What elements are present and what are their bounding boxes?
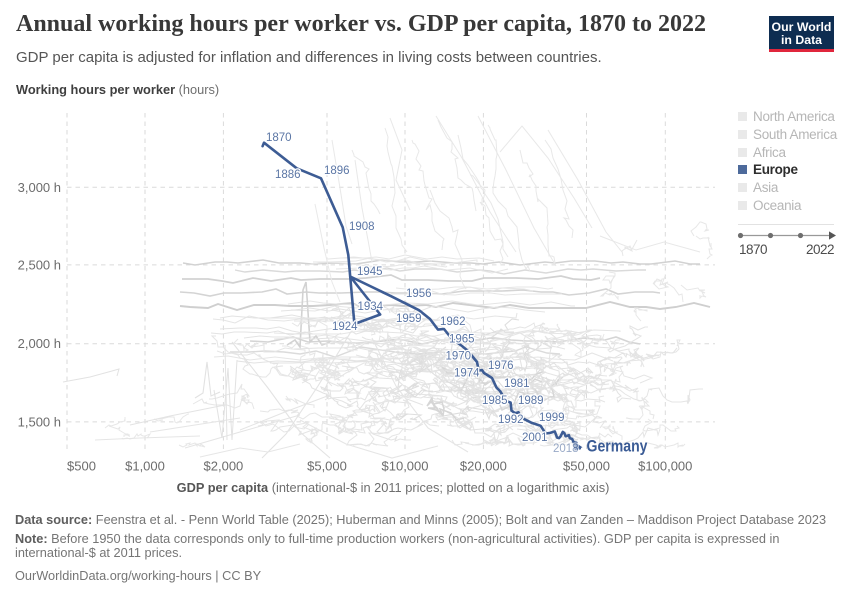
svg-text:1886: 1886: [275, 169, 301, 181]
svg-text:1999: 1999: [539, 412, 565, 424]
svg-text:1924: 1924: [332, 321, 358, 333]
svg-text:1974: 1974: [454, 368, 480, 380]
svg-text:2,000 h: 2,000 h: [18, 336, 61, 351]
svg-text:1976: 1976: [488, 360, 514, 372]
svg-text:1962: 1962: [440, 316, 466, 328]
svg-text:$1,000: $1,000: [125, 459, 165, 474]
svg-text:1956: 1956: [406, 288, 432, 300]
svg-text:1981: 1981: [504, 378, 530, 390]
svg-text:$2,000: $2,000: [204, 459, 244, 474]
svg-text:1,500 h: 1,500 h: [18, 414, 61, 429]
svg-text:1970: 1970: [446, 351, 472, 363]
svg-text:1896: 1896: [324, 165, 350, 177]
svg-text:Germany: Germany: [587, 437, 648, 456]
svg-text:2,500 h: 2,500 h: [18, 257, 61, 272]
svg-text:$20,000: $20,000: [460, 459, 507, 474]
svg-text:$100,000: $100,000: [638, 459, 692, 474]
svg-text:2001: 2001: [522, 432, 548, 444]
svg-text:2018: 2018: [553, 443, 579, 455]
svg-text:1870: 1870: [266, 132, 292, 144]
svg-text:1945: 1945: [357, 266, 383, 278]
svg-text:1992: 1992: [498, 414, 524, 426]
svg-text:1959: 1959: [396, 313, 422, 325]
svg-text:$5,000: $5,000: [307, 459, 347, 474]
svg-text:1965: 1965: [449, 334, 475, 346]
svg-text:1934: 1934: [358, 301, 384, 313]
svg-text:$500: $500: [67, 459, 96, 474]
svg-text:$50,000: $50,000: [563, 459, 610, 474]
svg-text:1989: 1989: [518, 395, 544, 407]
svg-text:3,000 h: 3,000 h: [18, 180, 61, 195]
svg-text:1908: 1908: [349, 221, 375, 233]
svg-text:$10,000: $10,000: [382, 459, 429, 474]
svg-text:1985: 1985: [482, 395, 508, 407]
